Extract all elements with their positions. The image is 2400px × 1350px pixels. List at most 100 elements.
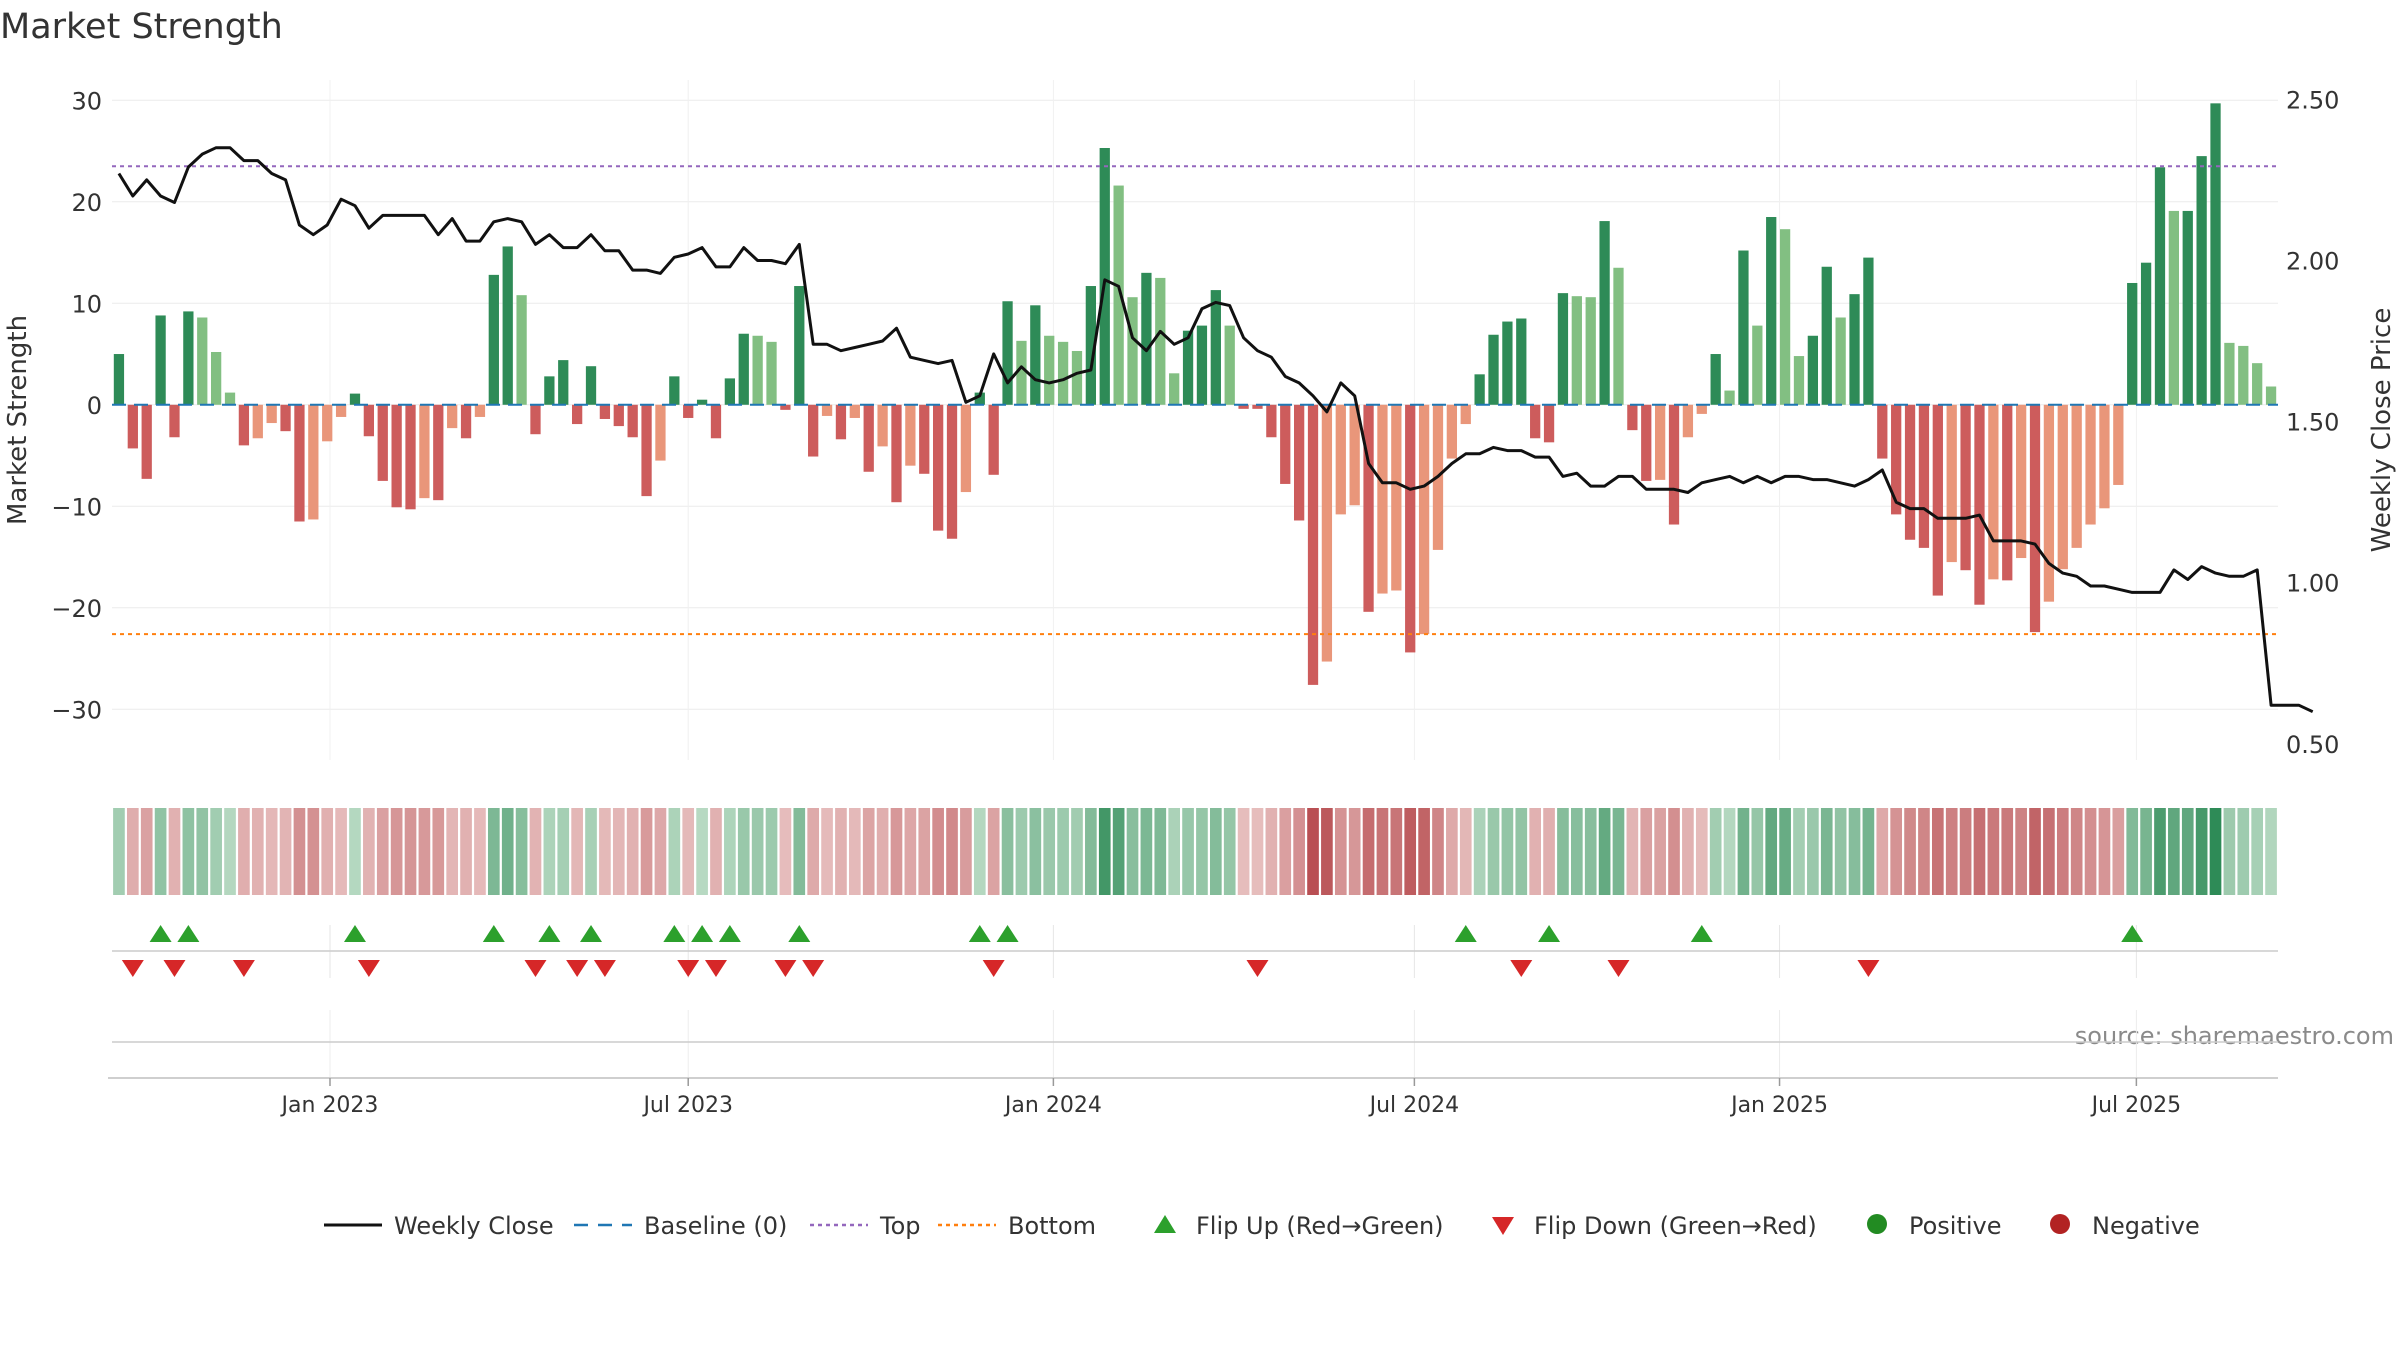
legend-item[interactable]: Negative bbox=[2050, 1212, 2200, 1240]
strip-cell-positive bbox=[1612, 808, 1625, 895]
strip-cell-negative bbox=[1543, 808, 1555, 895]
legend-item[interactable]: Top bbox=[810, 1212, 921, 1240]
negative-strength-bar bbox=[1932, 404, 1943, 596]
flip-down-marker bbox=[704, 960, 727, 977]
strip-cell-negative bbox=[2112, 808, 2125, 895]
negative-strength-bar bbox=[1293, 404, 1305, 521]
negative-strength-bar bbox=[849, 404, 860, 418]
strip-cell-negative bbox=[946, 808, 958, 895]
strip-cell-positive bbox=[1807, 808, 1819, 895]
x-tick-label: Jan 2024 bbox=[1003, 1093, 1102, 1118]
legend-label: Bottom bbox=[1008, 1212, 1096, 1240]
strip-cell-positive bbox=[1848, 808, 1861, 895]
legend-item[interactable]: Positive bbox=[1867, 1212, 2002, 1240]
strip-cell-positive bbox=[1598, 808, 1611, 895]
strip-cell-negative bbox=[835, 808, 847, 895]
strip-cell-positive bbox=[2154, 808, 2166, 895]
negative-strength-bar bbox=[1654, 404, 1666, 480]
strip-cell-positive bbox=[1015, 808, 1028, 895]
flip-down-marker bbox=[1510, 960, 1533, 977]
negative-strength-bar bbox=[391, 404, 402, 508]
strip-cell-positive bbox=[1473, 808, 1486, 895]
strip-cell-negative bbox=[446, 808, 459, 895]
negative-strength-bar bbox=[960, 404, 972, 493]
strip-cell-positive bbox=[2181, 808, 2194, 895]
positive-strength-bar bbox=[1821, 266, 1832, 405]
strip-cell-negative bbox=[2070, 808, 2083, 895]
y-left-tick-label: 10 bbox=[71, 290, 102, 318]
strip-cell-negative bbox=[640, 808, 653, 895]
legend-item[interactable]: Flip Down (Green→Red) bbox=[1492, 1212, 1817, 1240]
positive-strength-bar bbox=[349, 393, 361, 405]
negative-strength-bar bbox=[322, 404, 333, 442]
negative-strength-bar bbox=[599, 404, 611, 419]
strip-cell-positive bbox=[1834, 808, 1847, 895]
strip-cell-negative bbox=[1973, 808, 1986, 895]
strip-cell-positive bbox=[2126, 808, 2139, 895]
strip-cell-negative bbox=[904, 808, 917, 895]
legend-label: Flip Down (Green→Red) bbox=[1534, 1212, 1817, 1240]
strip-cell-negative bbox=[1987, 808, 2000, 895]
strip-cell-negative bbox=[1376, 808, 1389, 895]
strip-cell-positive bbox=[2265, 808, 2277, 895]
strip-cell-negative bbox=[1265, 808, 1278, 895]
positive-strength-bar bbox=[2238, 345, 2249, 405]
strip-cell-negative bbox=[932, 808, 944, 895]
negative-strength-bar bbox=[363, 404, 375, 437]
strip-cell-positive bbox=[113, 808, 125, 895]
strip-cell-negative bbox=[1682, 808, 1694, 895]
positive-strength-bar bbox=[2210, 103, 2221, 405]
negative-strength-bar bbox=[1446, 404, 1458, 459]
flip-up-marker bbox=[177, 925, 200, 942]
strip-cell-negative bbox=[404, 808, 417, 895]
strip-cell-positive bbox=[1584, 808, 1597, 895]
negative-strength-bar bbox=[1307, 404, 1319, 685]
strip-cell-positive bbox=[543, 808, 556, 895]
negative-strength-bar bbox=[1363, 404, 1374, 612]
strip-cell-positive bbox=[1223, 808, 1236, 895]
legend-item[interactable]: Bottom bbox=[938, 1212, 1096, 1240]
strip-cell-positive bbox=[1570, 808, 1583, 895]
strip-cell-negative bbox=[848, 808, 861, 895]
strip-cell-negative bbox=[376, 808, 389, 895]
negative-strength-bar bbox=[2015, 404, 2027, 559]
flip-up-marker bbox=[691, 925, 714, 942]
strip-cell-negative bbox=[2029, 808, 2041, 895]
positive-strength-bar bbox=[2127, 282, 2138, 405]
flip-up-marker bbox=[788, 925, 811, 942]
positive-strength-bar bbox=[1710, 354, 1721, 405]
strip-cell-positive bbox=[724, 808, 736, 895]
strip-cell-negative bbox=[335, 808, 347, 895]
negative-strength-bar bbox=[335, 404, 347, 417]
strip-cell-negative bbox=[1348, 808, 1361, 895]
legend[interactable]: Weekly Close Baseline (0) Top Bottom Flip Up… bbox=[324, 1212, 2200, 1240]
legend-item[interactable]: Flip Up (Red→Green) bbox=[1154, 1212, 1444, 1240]
strip-cell-positive bbox=[501, 808, 514, 895]
strip-cell-negative bbox=[1654, 808, 1666, 895]
positive-strength-bar bbox=[669, 376, 680, 405]
strip-cell-positive bbox=[182, 808, 195, 895]
legend-item[interactable]: Baseline (0) bbox=[574, 1212, 787, 1240]
legend-circle-icon bbox=[1867, 1214, 1887, 1234]
strip-cell-positive bbox=[2168, 808, 2180, 895]
strip-cell-negative bbox=[1959, 808, 1972, 895]
negative-strength-bar bbox=[238, 404, 250, 446]
strip-cell-positive bbox=[154, 808, 167, 895]
flip-up-marker bbox=[718, 925, 741, 942]
legend-triangle-down-icon bbox=[1492, 1217, 1514, 1235]
negative-strength-bar bbox=[1891, 404, 1902, 515]
strip-cell-negative bbox=[654, 808, 667, 895]
legend-item[interactable]: Weekly Close bbox=[324, 1212, 554, 1240]
price-series bbox=[117, 146, 2314, 714]
positive-strength-bar bbox=[1863, 257, 1874, 405]
negative-strength-bar bbox=[474, 404, 486, 417]
negative-strength-bar bbox=[2085, 404, 2096, 525]
strip-cell-positive bbox=[1820, 808, 1833, 895]
positive-strength-bar bbox=[1155, 277, 1166, 405]
positive-strength-bar bbox=[974, 392, 985, 405]
y-left-axis-label: Market Strength bbox=[3, 315, 33, 525]
negative-strength-bar bbox=[1696, 404, 1707, 414]
strip-cell-negative bbox=[2015, 808, 2027, 895]
x-tick-label: Jul 2023 bbox=[641, 1093, 733, 1118]
negative-strength-bar bbox=[2113, 404, 2124, 485]
